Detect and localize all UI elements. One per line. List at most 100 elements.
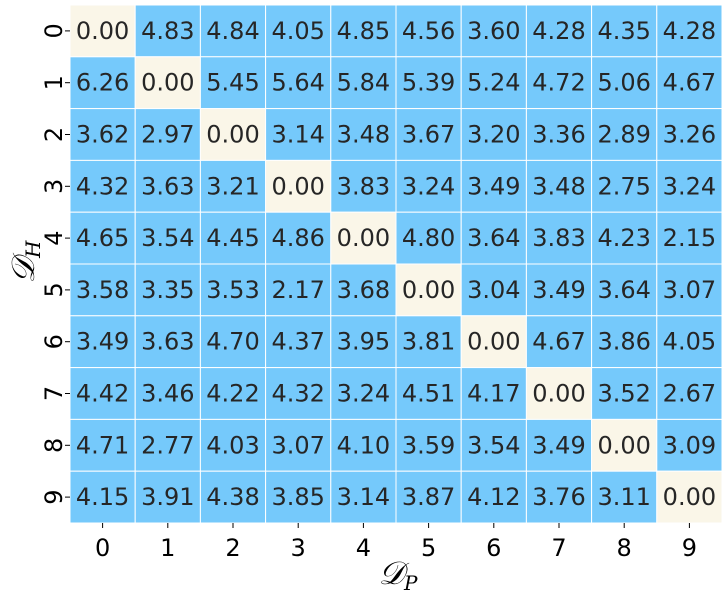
heatmap-cell-value: 4.17 — [467, 380, 520, 408]
heatmap-cell-value: 3.14 — [271, 121, 324, 149]
heatmap-cell-value: 5.84 — [337, 69, 390, 97]
heatmap-cell — [591, 263, 658, 317]
heatmap-cell-value: 3.49 — [532, 276, 585, 304]
heatmap-cell-value: 5.06 — [597, 69, 650, 97]
heatmap-cell-value: 4.37 — [271, 328, 324, 356]
y-tick-label: 6 — [40, 334, 68, 349]
heatmap-cell-value: 3.85 — [271, 483, 324, 511]
heatmap-cell — [134, 367, 201, 420]
x-axis-ticks: 0 1 2 3 4 5 6 7 8 9 — [95, 523, 697, 562]
heatmap-cell-value: 3.60 — [467, 17, 520, 45]
x-tick-label: 3 — [291, 534, 306, 562]
heatmap-cell-value: 3.48 — [337, 121, 390, 149]
heatmap-cell-value: 3.83 — [532, 224, 585, 252]
heatmap-cell-value: 4.10 — [337, 431, 390, 459]
heatmap-cell — [199, 367, 267, 420]
heatmap-cell — [69, 263, 136, 317]
heatmap-cell-value: 0.00 — [337, 224, 390, 252]
y-tick-label: 0 — [40, 23, 68, 38]
heatmap-cell — [395, 211, 462, 265]
heatmap-cell-value: 4.70 — [206, 328, 259, 356]
heatmap-cell-value: 3.64 — [467, 224, 520, 252]
heatmap-cell-value: 4.72 — [532, 69, 585, 97]
heatmap-cell — [460, 418, 527, 472]
heatmap-cell-value: 4.42 — [76, 380, 129, 408]
heatmap-cell-value: 3.35 — [141, 276, 194, 304]
heatmap-cell-value: 3.58 — [76, 276, 129, 304]
x-tick-label: 7 — [551, 534, 566, 562]
heatmap-cell-value: 3.49 — [467, 172, 520, 200]
heatmap-cell — [460, 159, 527, 213]
heatmap-cell — [330, 211, 397, 265]
heatmap-cell-value: 5.45 — [206, 69, 259, 97]
heatmap-cell-value: 5.64 — [271, 69, 324, 97]
heatmap-cell-value: 4.86 — [271, 224, 324, 252]
heatmap-cell-value: 4.22 — [206, 380, 259, 408]
heatmap-cell — [395, 56, 462, 110]
y-tick-label: 7 — [40, 386, 68, 401]
heatmap-cell — [460, 367, 527, 420]
heatmap-cell-value: 4.35 — [597, 17, 650, 45]
heatmap-cell — [330, 470, 397, 524]
heatmap-cell-value: 3.49 — [532, 431, 585, 459]
heatmap-cell — [134, 56, 201, 110]
heatmap-cell — [591, 108, 658, 161]
heatmap-cell-value: 0.00 — [402, 276, 455, 304]
heatmap-cell — [460, 56, 527, 110]
heatmap-cell — [69, 470, 136, 524]
heatmap-cell-value: 0.00 — [206, 121, 259, 149]
heatmap-cell — [656, 367, 723, 420]
x-tick-label: 6 — [486, 534, 501, 562]
heatmap-cell — [525, 108, 593, 161]
heatmap-cell — [656, 211, 723, 265]
heatmap-cell-value: 4.32 — [76, 172, 129, 200]
heatmap-cell-value: 3.68 — [337, 276, 390, 304]
heatmap-cell — [199, 263, 267, 317]
heatmap-cell — [330, 108, 397, 161]
heatmap-cell-value: 5.24 — [467, 69, 520, 97]
y-tick-label: 3 — [40, 179, 68, 194]
heatmap-cell-value: 3.09 — [663, 431, 716, 459]
heatmap-cell-value: 3.48 — [532, 172, 585, 200]
heatmap-cell — [656, 159, 723, 213]
heatmap-cell — [525, 470, 593, 524]
heatmap-cell-value: 3.21 — [206, 172, 259, 200]
heatmap-cell — [525, 4, 593, 58]
heatmap-cell-value: 4.71 — [76, 431, 129, 459]
heatmap-cell-value: 4.38 — [206, 483, 259, 511]
heatmap-cell — [265, 315, 332, 369]
heatmap-cell-value: 3.49 — [76, 328, 129, 356]
heatmap-cell-value: 3.87 — [402, 483, 455, 511]
heatmap-cell — [395, 367, 462, 420]
heatmap-cell-value: 4.15 — [76, 483, 129, 511]
heatmap-cell-value: 4.23 — [597, 224, 650, 252]
heatmap-cell — [69, 4, 136, 58]
heatmap-cell — [134, 418, 201, 472]
heatmap-cell-value: 0.00 — [663, 483, 716, 511]
heatmap-cell-value: 2.15 — [663, 224, 716, 252]
heatmap-cell — [265, 263, 332, 317]
heatmap-cell-value: 4.56 — [402, 17, 455, 45]
heatmap-cell — [69, 159, 136, 213]
x-tick-label: 4 — [356, 534, 371, 562]
heatmap-cell-value: 3.07 — [663, 276, 716, 304]
heatmap-cell-value: 4.83 — [141, 17, 194, 45]
heatmap-cell — [199, 108, 267, 161]
heatmap-cell — [199, 211, 267, 265]
heatmap-cell-value: 4.67 — [663, 69, 716, 97]
heatmap-cell-value: 6.26 — [76, 69, 129, 97]
heatmap-cell-value: 0.00 — [532, 380, 585, 408]
heatmap-cell-value: 4.51 — [402, 380, 455, 408]
y-axis-label-subscript: H — [21, 240, 45, 259]
heatmap-cell — [525, 211, 593, 265]
heatmap-cell-value: 4.80 — [402, 224, 455, 252]
y-tick-label: 1 — [40, 75, 68, 90]
heatmap-cell-value: 5.39 — [402, 69, 455, 97]
heatmap-cell-value: 0.00 — [597, 431, 650, 459]
heatmap-cell — [265, 470, 332, 524]
x-axis-label-subscript: P — [403, 571, 418, 595]
x-tick-label: 2 — [225, 534, 240, 562]
y-tick-label: 5 — [40, 282, 68, 297]
heatmap-cell-value: 3.83 — [337, 172, 390, 200]
heatmap-cell-value: 3.11 — [597, 483, 650, 511]
